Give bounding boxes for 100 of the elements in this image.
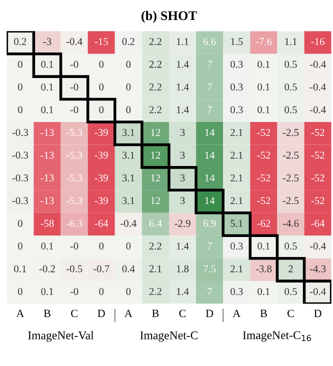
data-label: -64 xyxy=(311,220,325,227)
x-tick-label: D xyxy=(98,310,105,318)
data-label: 0.3 xyxy=(230,60,243,68)
data-label: 0.1 xyxy=(41,242,54,250)
data-label: 2.1 xyxy=(230,265,243,272)
data-label: 0.1 xyxy=(258,242,270,250)
data-label: -2.5 xyxy=(282,174,299,182)
data-label: 0 xyxy=(126,83,131,91)
text: ImageNet-C$_{16}$ xyxy=(242,331,311,342)
data-label: 0 xyxy=(18,106,22,114)
x-tick-label: C xyxy=(179,310,186,318)
data-label: 14 xyxy=(205,197,215,204)
data-label: 1.4 xyxy=(176,242,189,250)
data-label: 3.1 xyxy=(122,152,134,159)
data-label: -2.5 xyxy=(282,197,299,204)
data-label: -52 xyxy=(311,174,324,182)
data-label: 14 xyxy=(205,174,215,182)
data-label: -0.3 xyxy=(12,128,28,136)
data-label: 7.5 xyxy=(204,265,216,272)
data-label: 0 xyxy=(18,60,22,68)
data-label: -7.6 xyxy=(256,38,272,46)
x-tick-label: A xyxy=(124,310,132,318)
data-label: -4.6 xyxy=(282,220,299,227)
data-label: -0.4 xyxy=(66,38,82,46)
data-label: -2.5 xyxy=(282,152,299,159)
data-label: -2.5 xyxy=(282,128,299,136)
data-label: 0.3 xyxy=(230,83,243,91)
data-label: -64 xyxy=(94,220,108,227)
data-label: -0.3 xyxy=(12,152,28,159)
data-label: 3 xyxy=(180,197,185,204)
data-label: 2.2 xyxy=(149,84,162,91)
data-label: -2.9 xyxy=(174,220,190,227)
data-label: 0 xyxy=(126,242,131,250)
data-label: -52 xyxy=(257,197,270,204)
data-label: 0.1 xyxy=(258,83,270,91)
data-label: 0 xyxy=(99,83,104,91)
data-label: 2.2 xyxy=(149,106,162,114)
data-label: -0 xyxy=(70,83,78,91)
x-tick-label: D xyxy=(206,310,214,318)
data-label: -5.3 xyxy=(66,174,82,182)
data-label: -15 xyxy=(94,38,108,46)
x-tick-label: C xyxy=(71,310,78,318)
x-tick-label: A xyxy=(16,310,24,318)
data-label: -0.3 xyxy=(12,197,28,204)
data-label: -0.3 xyxy=(12,174,28,182)
data-label: 0.1 xyxy=(258,60,270,68)
data-label: 5.1 xyxy=(230,220,243,227)
x-tick-label: D xyxy=(314,310,322,318)
data-label: 0.5 xyxy=(284,60,297,68)
data-label: 14 xyxy=(205,128,215,136)
data-label: 2.2 xyxy=(149,60,162,68)
data-label: 3.1 xyxy=(122,174,134,182)
data-label: 0.5 xyxy=(284,288,297,296)
data-label: -58 xyxy=(40,220,54,227)
data-label: -4.3 xyxy=(310,265,326,272)
data-label: 12 xyxy=(151,152,160,159)
data-label: 7 xyxy=(208,106,212,114)
data-label: -39 xyxy=(94,128,108,136)
data-label: 0.2 xyxy=(122,38,134,46)
data-label: 0.3 xyxy=(230,242,243,250)
data-label: 0.1 xyxy=(41,106,54,114)
data-label: -62 xyxy=(257,220,270,227)
data-label: -6.3 xyxy=(66,220,82,227)
data-label: 0 xyxy=(99,60,104,68)
data-label: 7 xyxy=(208,288,212,295)
data-label: 0 xyxy=(126,106,131,114)
data-label: 0 xyxy=(18,242,22,250)
data-label: -0.7 xyxy=(94,265,110,272)
data-label: 7 xyxy=(208,60,212,68)
data-label: -5.3 xyxy=(66,197,82,204)
data-label: -13 xyxy=(40,197,54,204)
data-label: 6.4 xyxy=(149,220,162,227)
data-label: 0.5 xyxy=(284,106,297,114)
data-label: 0 xyxy=(18,83,22,91)
data-label: -0.4 xyxy=(310,242,326,250)
data-label: -0.4 xyxy=(310,83,326,91)
x-tick-label: A xyxy=(232,310,241,318)
text: ImageNet-Val xyxy=(28,331,94,342)
data-label: 0.3 xyxy=(230,106,243,114)
data-label: 0.1 xyxy=(258,106,270,114)
data-label: -5.3 xyxy=(66,152,82,159)
data-label: -3.8 xyxy=(256,265,272,272)
chart-title: (b) SHOT xyxy=(142,10,197,23)
data-label: 0.2 xyxy=(14,38,26,46)
data-label: -52 xyxy=(257,174,270,182)
data-label: 0 xyxy=(18,220,22,227)
data-label: 3.1 xyxy=(122,128,134,136)
data-label: -0.5 xyxy=(66,265,82,272)
data-label: -52 xyxy=(311,197,324,204)
data-label: 2.1 xyxy=(149,265,162,272)
data-label: 2 xyxy=(288,265,293,272)
data-label: 1.4 xyxy=(176,84,189,91)
data-label: 2.1 xyxy=(230,197,243,204)
data-label: -0.2 xyxy=(39,265,55,272)
data-label: 1.8 xyxy=(176,265,189,272)
data-label: 0.4 xyxy=(122,265,135,272)
data-label: 0 xyxy=(99,288,104,296)
text: ImageNet-C xyxy=(140,331,198,342)
data-label: 1.4 xyxy=(176,60,189,68)
data-label: -0 xyxy=(70,288,78,296)
